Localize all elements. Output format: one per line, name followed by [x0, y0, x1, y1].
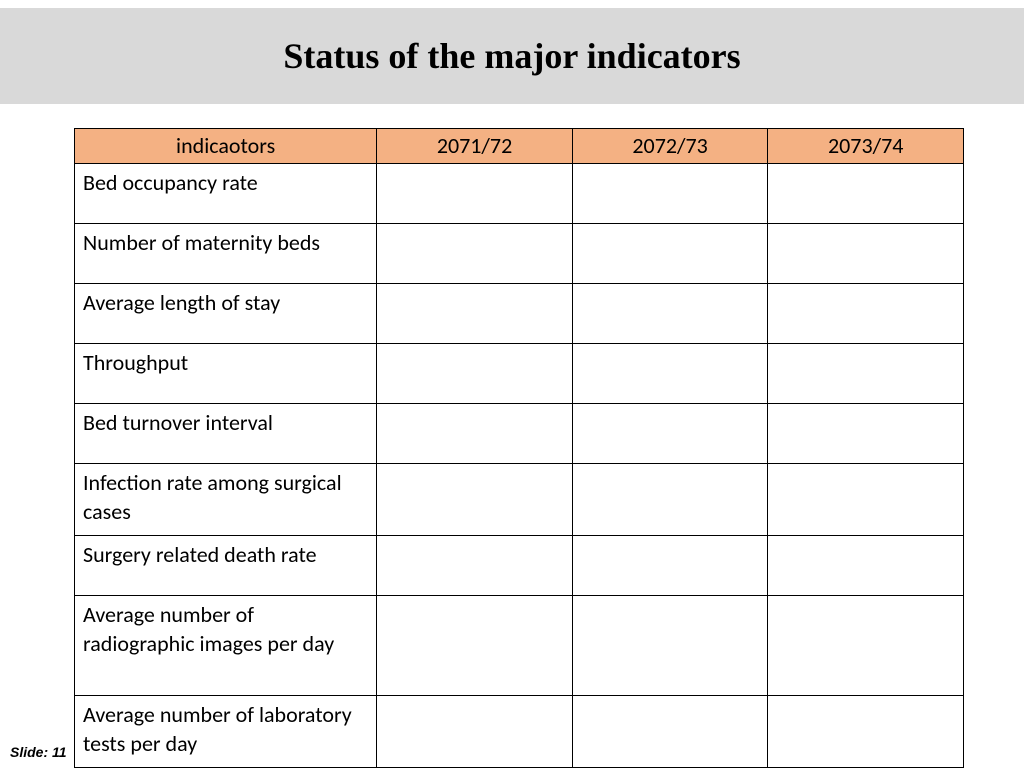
slide-number-value: 11	[52, 744, 67, 760]
indicator-name-cell: Bed turnover interval	[75, 403, 377, 463]
value-cell	[377, 695, 573, 767]
value-cell	[377, 535, 573, 595]
indicator-name-cell: Throughput	[75, 343, 377, 403]
value-cell	[768, 283, 964, 343]
value-cell	[572, 595, 768, 695]
slide-number: Slide: 11	[10, 744, 67, 760]
table-header-row: indicaotors 2071/72 2072/73 2073/74	[75, 129, 964, 164]
indicator-name-cell: Infection rate among surgical cases	[75, 463, 377, 535]
table-row: Average length of stay	[75, 283, 964, 343]
value-cell	[377, 595, 573, 695]
indicator-name-cell: Bed occupancy rate	[75, 163, 377, 223]
value-cell	[377, 163, 573, 223]
value-cell	[768, 695, 964, 767]
table-row: Bed turnover interval	[75, 403, 964, 463]
table-row: Bed occupancy rate	[75, 163, 964, 223]
value-cell	[768, 343, 964, 403]
value-cell	[377, 463, 573, 535]
value-cell	[572, 283, 768, 343]
page-title: Status of the major indicators	[283, 35, 740, 77]
indicator-name-cell: Average length of stay	[75, 283, 377, 343]
table-row: Average number of radiographic images pe…	[75, 595, 964, 695]
title-bar: Status of the major indicators	[0, 8, 1024, 104]
col-header-y2: 2072/73	[572, 129, 768, 164]
value-cell	[572, 535, 768, 595]
value-cell	[572, 163, 768, 223]
value-cell	[377, 343, 573, 403]
indicators-table: indicaotors 2071/72 2072/73 2073/74 Bed …	[74, 128, 964, 768]
col-header-y3: 2073/74	[768, 129, 964, 164]
value-cell	[768, 595, 964, 695]
value-cell	[572, 463, 768, 535]
indicator-name-cell: Surgery related death rate	[75, 535, 377, 595]
table-row: Number of maternity beds	[75, 223, 964, 283]
value-cell	[572, 695, 768, 767]
slide-label: Slide:	[10, 744, 48, 760]
value-cell	[377, 223, 573, 283]
value-cell	[768, 163, 964, 223]
value-cell	[377, 283, 573, 343]
value-cell	[768, 463, 964, 535]
indicators-table-wrap: indicaotors 2071/72 2072/73 2073/74 Bed …	[74, 128, 964, 768]
table-row: Infection rate among surgical cases	[75, 463, 964, 535]
col-header-indicators: indicaotors	[75, 129, 377, 164]
table-row: Throughput	[75, 343, 964, 403]
value-cell	[768, 535, 964, 595]
table-row: Surgery related death rate	[75, 535, 964, 595]
value-cell	[377, 403, 573, 463]
value-cell	[572, 223, 768, 283]
value-cell	[572, 403, 768, 463]
col-header-y1: 2071/72	[377, 129, 573, 164]
indicator-name-cell: Average number of laboratory tests per d…	[75, 695, 377, 767]
indicator-name-cell: Number of maternity beds	[75, 223, 377, 283]
value-cell	[572, 343, 768, 403]
indicator-name-cell: Average number of radiographic images pe…	[75, 595, 377, 695]
value-cell	[768, 223, 964, 283]
value-cell	[768, 403, 964, 463]
table-row: Average number of laboratory tests per d…	[75, 695, 964, 767]
